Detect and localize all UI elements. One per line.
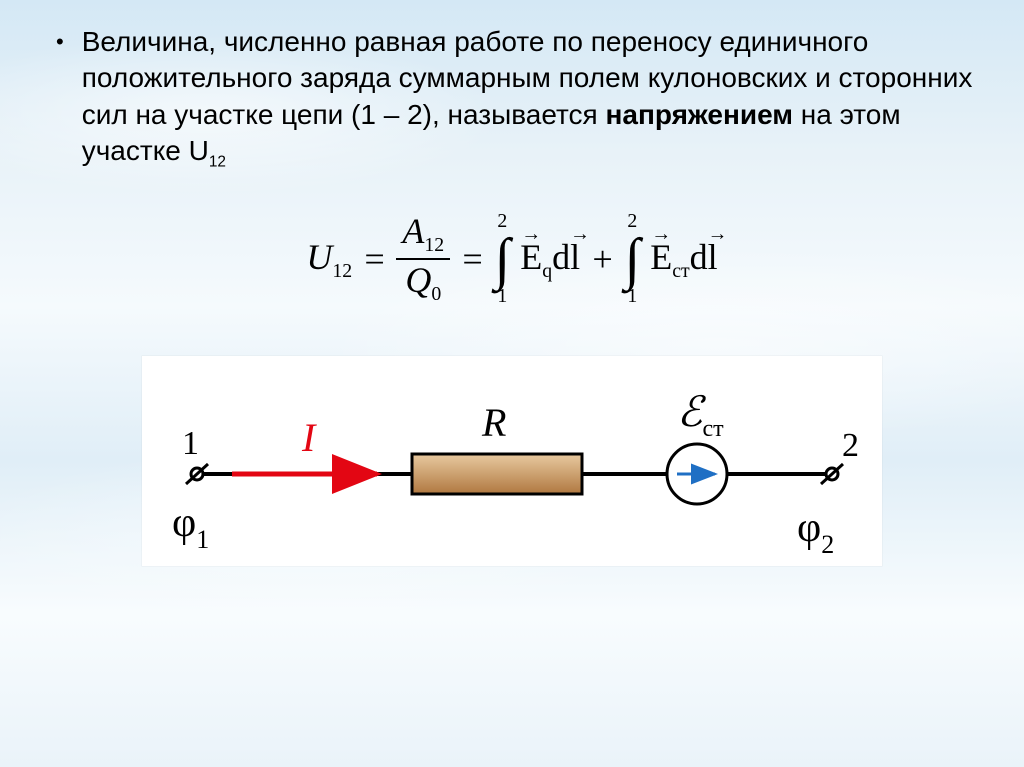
- voltage-formula: U12 = A12 Q0 = 2 ∫ 1 Eqdl + 2 ∫ 1: [50, 213, 974, 306]
- formula-Eext-sub: ст: [672, 260, 689, 282]
- definition-text: • Величина, численно равная работе по пе…: [50, 24, 974, 173]
- formula-Eq: E: [520, 236, 542, 278]
- text-sub: 12: [209, 154, 226, 171]
- label-terminal-2: 2: [842, 427, 859, 464]
- formula-l2: l: [708, 236, 718, 278]
- formula-A-sub: 12: [424, 235, 444, 257]
- label-current: I: [301, 415, 317, 460]
- label-terminal-1: 1: [182, 425, 199, 462]
- resistor: [412, 454, 582, 494]
- formula-integral-2: 2 ∫ 1: [624, 213, 640, 306]
- formula-Q: Q: [405, 260, 431, 300]
- formula-fraction: A12 Q0: [396, 213, 450, 305]
- formula-A: A: [402, 211, 424, 251]
- int1-bot: 1: [497, 288, 507, 306]
- text-body: Величина, численно равная работе по пере…: [82, 24, 974, 173]
- formula-Eext: E: [650, 236, 672, 278]
- circuit-diagram: 1 2 I R ℰст φ1 φ2: [142, 356, 882, 566]
- formula-eq1: =: [362, 238, 386, 280]
- formula-U-sub: 12: [332, 260, 352, 282]
- formula-eq2: =: [460, 238, 484, 280]
- formula-Q-sub: 0: [431, 284, 441, 306]
- label-phi2: φ2: [797, 505, 834, 559]
- text-bold: напряжением: [605, 99, 793, 130]
- formula-U: U: [306, 237, 332, 277]
- formula-d1: d: [552, 237, 570, 277]
- formula-l1: l: [570, 236, 580, 278]
- label-phi1: φ1: [172, 500, 209, 554]
- bullet-marker: •: [56, 24, 64, 59]
- label-resistance: R: [481, 400, 506, 445]
- formula-Eq-sub: q: [542, 260, 552, 282]
- formula-plus: +: [590, 238, 614, 280]
- formula-integral-1: 2 ∫ 1: [494, 213, 510, 306]
- int2-bot: 1: [627, 288, 637, 306]
- label-emf: ℰст: [677, 390, 724, 442]
- formula-d2: d: [690, 237, 708, 277]
